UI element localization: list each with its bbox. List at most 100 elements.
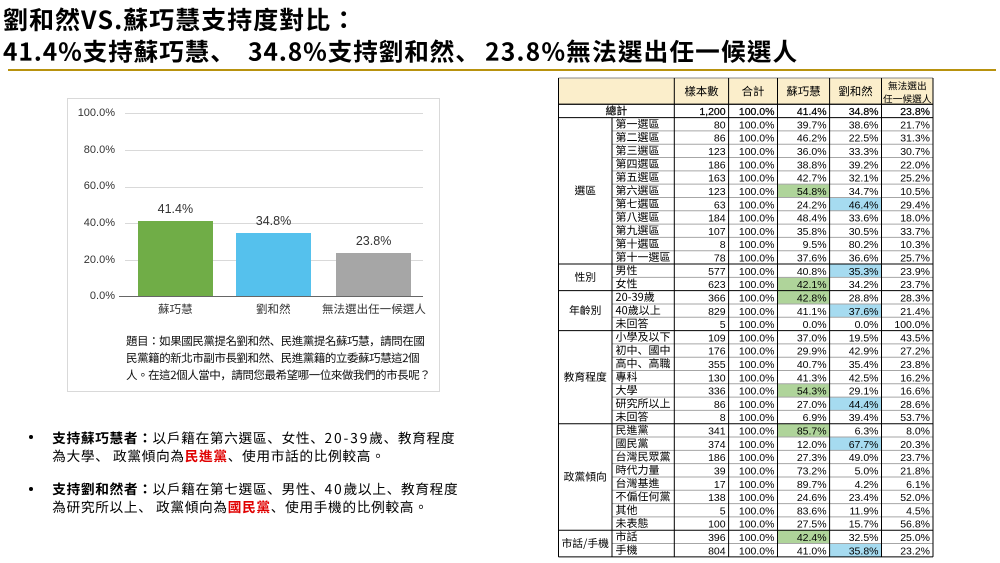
svg-text:100.0%: 100.0% xyxy=(739,319,775,331)
svg-text:396: 396 xyxy=(708,532,726,544)
svg-text:27.5%: 27.5% xyxy=(797,519,827,531)
svg-text:40.8%: 40.8% xyxy=(797,266,827,278)
svg-text:20.3%: 20.3% xyxy=(900,439,930,451)
svg-text:42.4%: 42.4% xyxy=(797,532,827,544)
svg-text:100.0%: 100.0% xyxy=(739,279,775,291)
svg-text:27.3%: 27.3% xyxy=(797,452,827,464)
svg-text:33.7%: 33.7% xyxy=(900,226,930,238)
svg-text:28.6%: 28.6% xyxy=(900,399,930,411)
svg-text:100.0%: 100.0% xyxy=(739,505,775,517)
svg-text:577: 577 xyxy=(708,266,726,278)
svg-text:829: 829 xyxy=(708,306,726,318)
svg-text:78: 78 xyxy=(714,253,726,265)
svg-text:623: 623 xyxy=(708,279,726,291)
svg-text:100.0%: 100.0% xyxy=(739,359,775,371)
svg-text:46.4%: 46.4% xyxy=(849,199,879,211)
svg-text:41.4%: 41.4% xyxy=(797,106,827,118)
svg-text:29.1%: 29.1% xyxy=(849,386,879,398)
svg-text:37.6%: 37.6% xyxy=(849,306,879,318)
svg-text:1,200: 1,200 xyxy=(699,106,725,118)
svg-text:67.7%: 67.7% xyxy=(849,439,879,451)
svg-text:100.0%: 100.0% xyxy=(739,452,775,464)
svg-text:36.6%: 36.6% xyxy=(849,253,879,265)
svg-text:15.7%: 15.7% xyxy=(849,519,879,531)
svg-text:42.8%: 42.8% xyxy=(797,292,827,304)
svg-text:33.3%: 33.3% xyxy=(849,146,879,158)
svg-text:44.4%: 44.4% xyxy=(849,399,879,411)
svg-text:100.0%: 100.0% xyxy=(739,439,775,451)
svg-text:41.3%: 41.3% xyxy=(797,372,827,384)
svg-text:100.0%: 100.0% xyxy=(739,146,775,158)
svg-text:109: 109 xyxy=(708,332,726,344)
svg-text:186: 186 xyxy=(708,452,726,464)
svg-text:52.0%: 52.0% xyxy=(900,492,930,504)
svg-text:37.0%: 37.0% xyxy=(797,332,827,344)
svg-text:18.0%: 18.0% xyxy=(900,213,930,225)
svg-text:42.9%: 42.9% xyxy=(849,346,879,358)
svg-text:48.4%: 48.4% xyxy=(797,213,827,225)
svg-text:73.2%: 73.2% xyxy=(797,465,827,477)
svg-text:29.4%: 29.4% xyxy=(900,199,930,211)
svg-text:23.2%: 23.2% xyxy=(900,545,930,557)
svg-text:100.0%: 100.0% xyxy=(739,346,775,358)
svg-text:21.7%: 21.7% xyxy=(900,119,930,131)
svg-text:30.5%: 30.5% xyxy=(849,226,879,238)
svg-text:32.1%: 32.1% xyxy=(849,173,879,185)
svg-text:30.7%: 30.7% xyxy=(900,146,930,158)
svg-text:37.6%: 37.6% xyxy=(797,253,827,265)
svg-text:163: 163 xyxy=(708,173,726,185)
svg-text:32.5%: 32.5% xyxy=(849,532,879,544)
svg-text:25.7%: 25.7% xyxy=(900,253,930,265)
svg-text:21.8%: 21.8% xyxy=(900,465,930,477)
svg-text:8: 8 xyxy=(720,412,726,424)
svg-text:336: 336 xyxy=(708,386,726,398)
svg-text:5: 5 xyxy=(720,319,726,331)
svg-text:28.8%: 28.8% xyxy=(849,292,879,304)
svg-text:33.6%: 33.6% xyxy=(849,213,879,225)
svg-text:35.3%: 35.3% xyxy=(849,266,879,278)
svg-text:56.8%: 56.8% xyxy=(900,519,930,531)
svg-text:100.0%: 100.0% xyxy=(739,386,775,398)
svg-text:35.8%: 35.8% xyxy=(797,226,827,238)
svg-text:39: 39 xyxy=(714,465,726,477)
svg-text:12.0%: 12.0% xyxy=(797,439,827,451)
svg-text:19.5%: 19.5% xyxy=(849,332,879,344)
svg-text:4.2%: 4.2% xyxy=(855,479,879,491)
svg-text:100.0%: 100.0% xyxy=(739,186,775,198)
svg-text:42.7%: 42.7% xyxy=(797,173,827,185)
svg-text:100.0%: 100.0% xyxy=(739,479,775,491)
svg-text:100.0%: 100.0% xyxy=(739,253,775,265)
svg-text:341: 341 xyxy=(708,426,726,438)
svg-text:123: 123 xyxy=(708,146,726,158)
svg-text:0.0%: 0.0% xyxy=(855,319,879,331)
svg-text:6.1%: 6.1% xyxy=(906,479,930,491)
svg-text:100.0%: 100.0% xyxy=(739,119,775,131)
svg-text:100.0%: 100.0% xyxy=(739,426,775,438)
svg-text:86: 86 xyxy=(714,399,726,411)
svg-text:28.3%: 28.3% xyxy=(900,292,930,304)
svg-text:0.0%: 0.0% xyxy=(803,319,827,331)
svg-text:54.3%: 54.3% xyxy=(797,386,827,398)
svg-text:100.0%: 100.0% xyxy=(739,306,775,318)
svg-text:25.2%: 25.2% xyxy=(900,173,930,185)
svg-text:100: 100 xyxy=(708,519,726,531)
svg-text:27.0%: 27.0% xyxy=(797,399,827,411)
svg-text:100.0%: 100.0% xyxy=(739,159,775,171)
svg-text:100.0%: 100.0% xyxy=(739,399,775,411)
svg-text:100.0%: 100.0% xyxy=(739,492,775,504)
svg-text:38.8%: 38.8% xyxy=(797,159,827,171)
svg-text:100.0%: 100.0% xyxy=(739,532,775,544)
svg-text:16.6%: 16.6% xyxy=(900,386,930,398)
svg-text:23.7%: 23.7% xyxy=(900,279,930,291)
svg-text:22.5%: 22.5% xyxy=(849,133,879,145)
svg-text:46.2%: 46.2% xyxy=(797,133,827,145)
svg-text:21.4%: 21.4% xyxy=(900,306,930,318)
svg-text:100.0%: 100.0% xyxy=(739,292,775,304)
svg-text:83.6%: 83.6% xyxy=(797,505,827,517)
svg-text:130: 130 xyxy=(708,372,726,384)
svg-text:100.0%: 100.0% xyxy=(894,319,930,331)
svg-text:6.9%: 6.9% xyxy=(803,412,827,424)
svg-text:41.0%: 41.0% xyxy=(797,545,827,557)
svg-text:10.3%: 10.3% xyxy=(900,239,930,251)
svg-text:23.7%: 23.7% xyxy=(900,452,930,464)
